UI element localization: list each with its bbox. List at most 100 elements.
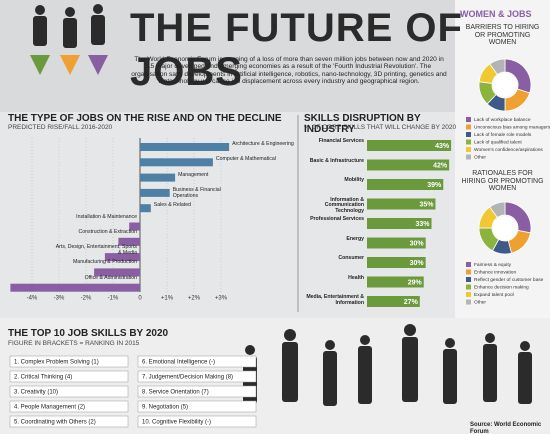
legend-label: Other	[474, 300, 486, 306]
bar	[140, 173, 176, 182]
value-label: 30%	[410, 260, 425, 267]
x-tick-label: +1%	[161, 296, 174, 302]
category-label: Information & Communication Technology	[324, 196, 364, 214]
bar	[367, 198, 436, 210]
legend-label: Expand talent pool	[474, 292, 514, 298]
legend-swatch	[466, 269, 471, 275]
legend-swatch	[466, 277, 471, 282]
page-title: THE FUTURE OF JOBS	[130, 6, 463, 94]
skill-item: 8. Service Orientation (7)	[142, 390, 209, 396]
skill-item: 1. Complex Problem Solving (1)	[14, 360, 99, 366]
category-label: Financial Services	[318, 138, 364, 144]
legend-swatch	[466, 299, 471, 305]
bar	[94, 268, 140, 277]
bar-label: Office & Administration	[84, 274, 137, 281]
x-tick-label: 0	[138, 296, 142, 302]
bar-label: Business & Financial Operations	[172, 186, 221, 199]
legend-swatch	[466, 147, 471, 152]
legend-swatch	[466, 292, 471, 297]
intro-text: The World Economic Forum is warning of a…	[131, 56, 447, 85]
value-label: 39%	[427, 182, 442, 189]
jobs-subtitle: PREDICTED RISE/FALL 2016-2020	[8, 124, 113, 131]
skill-box	[9, 355, 129, 368]
legend-swatch	[466, 124, 471, 130]
x-tick-label: +3%	[215, 296, 228, 302]
silhouettes	[30, 4, 532, 406]
value-label: 29%	[408, 279, 423, 286]
bar-label: Manufacturing & Production	[72, 259, 137, 266]
donut2-title: RATIONALES FOR HIRING OR PROMOTING WOMEN	[461, 170, 544, 193]
skills-title: SKILLS DISRUPTION BY INDUSTRY	[304, 113, 421, 135]
x-tick-label: +2%	[188, 296, 201, 302]
x-tick-label: -4%	[27, 296, 38, 302]
skill-box	[137, 385, 257, 398]
category-label: Health	[348, 274, 364, 281]
skill-item: 2. Critical Thinking (4)	[14, 375, 72, 381]
women-title: WOMEN & JOBS	[460, 9, 532, 19]
legend-label: Unconscious bias among managers	[474, 125, 550, 131]
bar	[140, 204, 151, 213]
skill-box	[9, 400, 129, 413]
x-tick-label: -2%	[81, 296, 92, 302]
legend-swatch	[466, 132, 471, 137]
bar-label: Architecture & Engineering	[232, 141, 294, 147]
skill-item: 10. Cognitive Flexibility (-)	[142, 420, 211, 426]
bar	[140, 143, 230, 151]
skill-box	[9, 385, 129, 398]
category-label: Consumer	[338, 255, 364, 261]
skill-box	[137, 400, 257, 413]
skill-item: 9. Negotiation (5)	[142, 405, 188, 411]
bar	[367, 296, 420, 307]
jobs-title: THE TYPE OF JOBS ON THE RISE AND ON THE …	[8, 113, 282, 124]
bar-label: Computer & Mathematical	[215, 156, 276, 163]
bar-label: Construction & Extraction	[78, 228, 137, 235]
value-label: 30%	[410, 240, 425, 247]
legend-label: Enhance decision making	[474, 285, 529, 291]
bar-label: Arts, Design, Entertainment, Sports & Me…	[55, 244, 137, 256]
skill-box	[137, 355, 257, 368]
legend-label: Reflect gender of customer base	[474, 277, 544, 283]
category-label: Basic & Infrastructure	[309, 157, 364, 164]
bar	[140, 158, 213, 167]
bar	[104, 253, 140, 262]
value-label: 42%	[433, 162, 448, 169]
legend-label: Other	[474, 155, 486, 161]
bar	[140, 188, 170, 197]
category-label: Professional Services	[310, 216, 364, 222]
skill-item: 6. Emotional Intelligence (-)	[142, 360, 215, 366]
skill-item: 5. Coordinating with Others (2)	[14, 420, 96, 426]
legend-label: Lack of female role models	[474, 132, 532, 138]
donut-slice	[489, 58, 506, 76]
value-label: 27%	[404, 299, 419, 306]
legend-swatch	[466, 139, 471, 145]
legend-label: Lack of workplace balance	[474, 117, 531, 123]
donut-center	[493, 73, 517, 97]
bar	[10, 283, 141, 292]
bar	[367, 140, 452, 151]
category-label: Mobility	[344, 177, 364, 183]
bar	[367, 257, 426, 268]
bar	[118, 237, 140, 246]
legend-label: Enhance innovation	[474, 270, 516, 276]
bar	[367, 179, 444, 190]
value-label: 33%	[416, 221, 431, 228]
bar	[367, 276, 424, 288]
legend-swatch	[466, 117, 471, 122]
donut-center	[493, 216, 517, 240]
legend-label: Lack of qualified talent	[474, 140, 522, 146]
bar	[367, 159, 450, 171]
skills-list-title: THE TOP 10 JOB SKILLS BY 2020	[8, 328, 169, 339]
skill-item: 7. Judgement/Decision Making (8)	[142, 375, 233, 381]
legend-swatch	[466, 284, 471, 290]
bar-label: Management	[178, 171, 209, 178]
skill-item: 3. Creativity (10)	[14, 390, 58, 396]
legend-swatch	[466, 262, 471, 267]
skill-box	[137, 370, 257, 383]
bar	[367, 218, 432, 229]
value-label: 43%	[435, 143, 450, 150]
legend-label: Women's confidence/aspirations	[474, 147, 543, 153]
x-tick-label: -3%	[54, 296, 65, 302]
skills-list-subtitle: FIGURE IN BRACKETS = RANKING IN 2015	[8, 340, 140, 347]
